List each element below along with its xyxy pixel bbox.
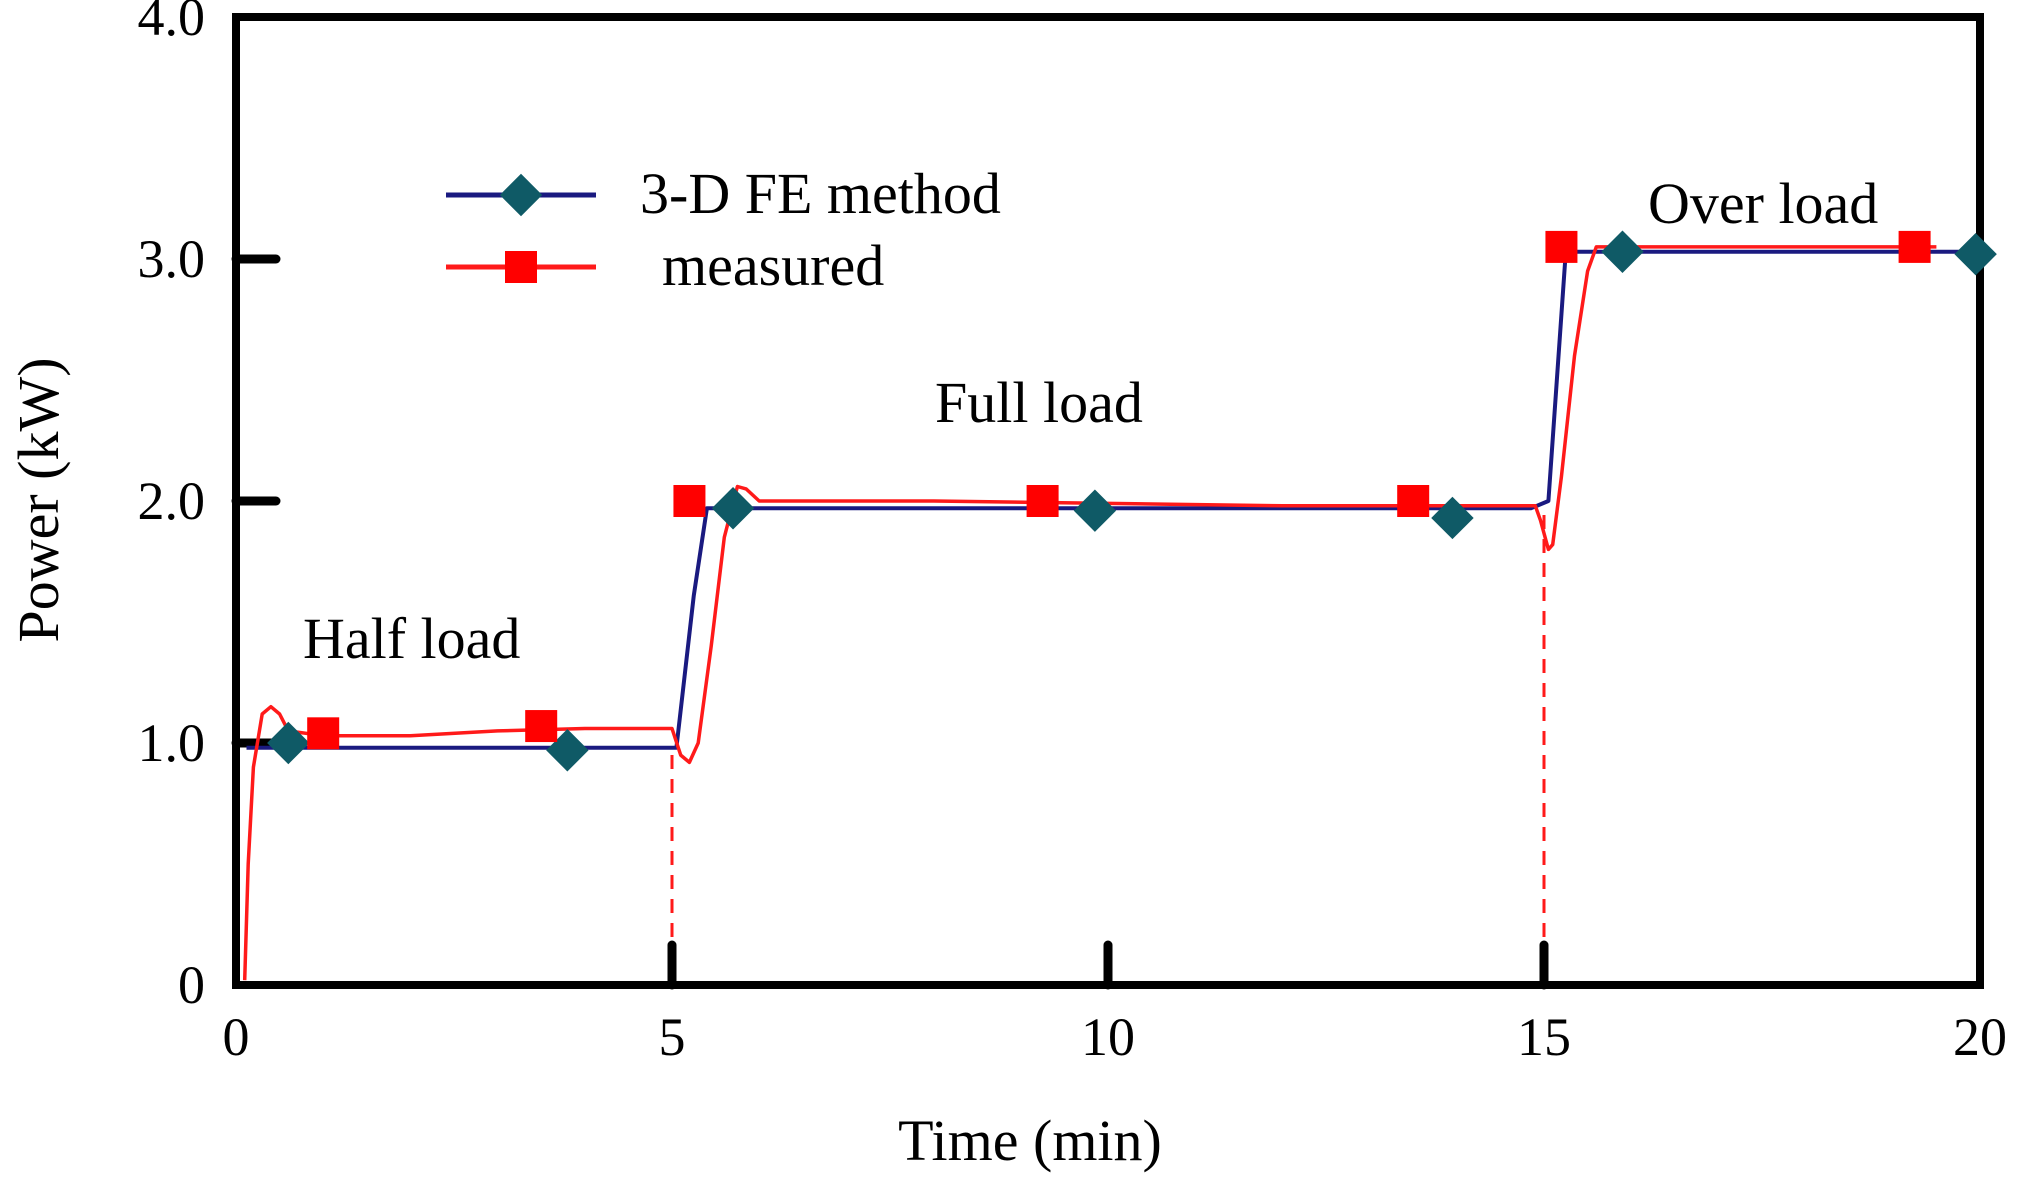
series-line-fe-method	[246, 249, 1980, 750]
series-markers	[267, 230, 1997, 772]
marker-fe-method-2	[711, 487, 755, 530]
x-tick-label-3: 15	[1517, 1007, 1571, 1067]
series-line-measured	[242, 245, 1937, 981]
y-tick-label-0: 0	[178, 955, 205, 1015]
x-tick-label-0: 0	[223, 1007, 250, 1067]
plot-frame	[232, 13, 1984, 989]
legend-marker-measured	[505, 251, 537, 283]
marker-measured-6	[1898, 230, 1931, 263]
legend: 3-D FE method measured	[446, 161, 1001, 298]
legend-label-fe: 3-D FE method	[640, 161, 1001, 226]
y-tick-label-1: 1.0	[138, 713, 206, 773]
x-tick-label-1: 5	[659, 1007, 686, 1067]
legend-label-measured: measured	[662, 233, 884, 298]
y-tick-labels: 0 1.0 2.0 3.0 4.0	[138, 0, 206, 1015]
marker-measured-1	[525, 710, 558, 743]
marker-fe-method-0	[267, 721, 310, 765]
reference-lines	[670, 508, 1546, 985]
x-tick-label-2: 10	[1081, 1007, 1135, 1067]
annotation-full-load: Full load	[935, 370, 1143, 435]
marker-measured-4	[1397, 485, 1430, 517]
marker-fe-method-3	[1073, 489, 1117, 532]
marker-measured-0	[307, 717, 340, 750]
marker-fe-method-6	[1954, 232, 1997, 276]
y-tick-label-4: 4.0	[138, 0, 206, 47]
marker-measured-2	[673, 485, 706, 517]
y-tick-label-2: 2.0	[138, 471, 206, 531]
x-tick-label-4: 20	[1953, 1007, 2007, 1067]
marker-fe-method-4	[1431, 496, 1474, 540]
y-axis-label: Power (kW)	[6, 357, 71, 642]
marker-measured-3	[1026, 485, 1059, 517]
y-tick-label-3: 3.0	[138, 229, 206, 289]
annotation-over-load: Over load	[1648, 171, 1878, 236]
marker-measured-5	[1545, 230, 1578, 263]
series-lines	[242, 245, 1980, 981]
x-tick-labels: 0 5 10 15 20	[223, 1007, 2008, 1067]
marker-fe-method-5	[1601, 230, 1644, 273]
x-axis-label: Time (min)	[898, 1108, 1162, 1173]
annotation-half-load: Half load	[303, 606, 520, 671]
legend-marker-fe	[499, 173, 543, 217]
